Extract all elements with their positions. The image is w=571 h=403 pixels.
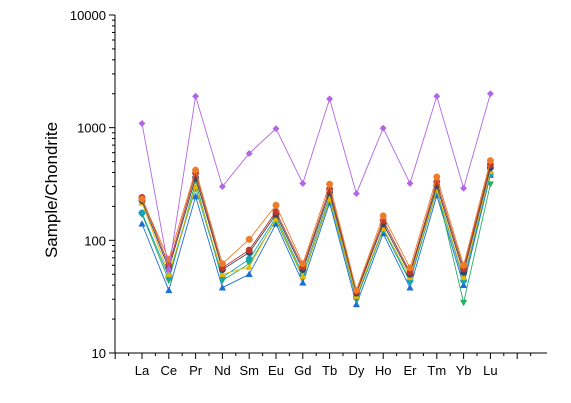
- data-point: [165, 270, 173, 278]
- x-tick-label: Eu: [268, 363, 284, 378]
- data-point: [326, 180, 334, 188]
- x-tick-label: Lu: [483, 363, 497, 378]
- data-point: [138, 119, 146, 128]
- y-tick-label: 10000: [70, 8, 106, 23]
- data-point: [406, 264, 414, 272]
- data-point: [138, 195, 146, 203]
- data-point: [486, 90, 494, 98]
- x-tick-label: Yb: [456, 363, 472, 378]
- axis-labels: 10 100 1000 10000 La Ce Pr Nd Sm Eu Gd Tb Dy Ho Er Tm Yb…: [70, 8, 498, 378]
- x-tick-label: Tm: [427, 363, 446, 378]
- data-point: [245, 263, 253, 270]
- data-point: [218, 270, 227, 278]
- y-tick-label: 100: [84, 233, 106, 248]
- data-point: [459, 273, 468, 281]
- data-point: [245, 149, 253, 158]
- x-tick-label: Ho: [375, 363, 392, 378]
- data-point: [165, 286, 173, 294]
- data-point: [192, 92, 200, 100]
- data-point: [299, 260, 307, 268]
- data-point: [486, 181, 495, 188]
- series-line: [141, 160, 491, 292]
- series-line: [141, 167, 491, 295]
- data-point: [406, 283, 414, 291]
- data-point: [379, 212, 387, 220]
- series-group: [138, 157, 494, 294]
- data-point: [218, 183, 226, 191]
- data-point: [218, 260, 226, 268]
- data-point: [433, 173, 441, 181]
- data-point: [192, 166, 200, 174]
- y-axis-title: Sample/Chondrite: [42, 122, 61, 258]
- data-point: [245, 246, 253, 254]
- data-point: [352, 300, 361, 308]
- data-point: [138, 220, 146, 227]
- data-point: [245, 270, 253, 278]
- data-point: [406, 179, 414, 187]
- data-point: [165, 266, 173, 274]
- axes: [109, 14, 547, 359]
- y-tick-label: 10: [92, 346, 106, 361]
- data-point: [272, 201, 280, 209]
- x-tick-label: Gd: [294, 363, 311, 378]
- data-point: [191, 192, 200, 200]
- data-point: [433, 92, 441, 100]
- data-point: [299, 279, 307, 286]
- y-tick-label: 1000: [77, 121, 106, 136]
- data-point: [299, 179, 307, 187]
- series-line: [141, 174, 491, 306]
- data-point: [352, 190, 360, 198]
- data-point: [460, 261, 468, 269]
- series-group: [138, 90, 494, 274]
- x-tick-label: La: [135, 363, 150, 378]
- series-line: [141, 171, 491, 298]
- series-line: [141, 93, 491, 270]
- data-point: [272, 125, 280, 133]
- data-point: [191, 182, 200, 190]
- series-layer: [138, 90, 495, 308]
- x-tick-label: Ce: [160, 363, 177, 378]
- data-point: [326, 95, 334, 103]
- x-tick-label: Tb: [322, 363, 337, 378]
- series-group: [138, 171, 495, 308]
- x-tick-label: Er: [404, 363, 418, 378]
- x-tick-label: Dy: [348, 363, 364, 378]
- x-tick-label: Sm: [239, 363, 259, 378]
- data-point: [459, 281, 468, 288]
- data-point: [460, 184, 468, 192]
- data-point: [486, 157, 494, 165]
- data-point: [379, 124, 387, 132]
- data-point: [245, 235, 253, 243]
- data-point: [299, 272, 307, 280]
- data-point: [459, 299, 468, 307]
- x-tick-label: Pr: [189, 363, 203, 378]
- data-point: [218, 283, 227, 291]
- series-line: [141, 164, 491, 294]
- data-point: [245, 255, 253, 263]
- data-point: [352, 286, 360, 294]
- x-tick-label: Nd: [214, 363, 231, 378]
- data-point: [138, 209, 146, 217]
